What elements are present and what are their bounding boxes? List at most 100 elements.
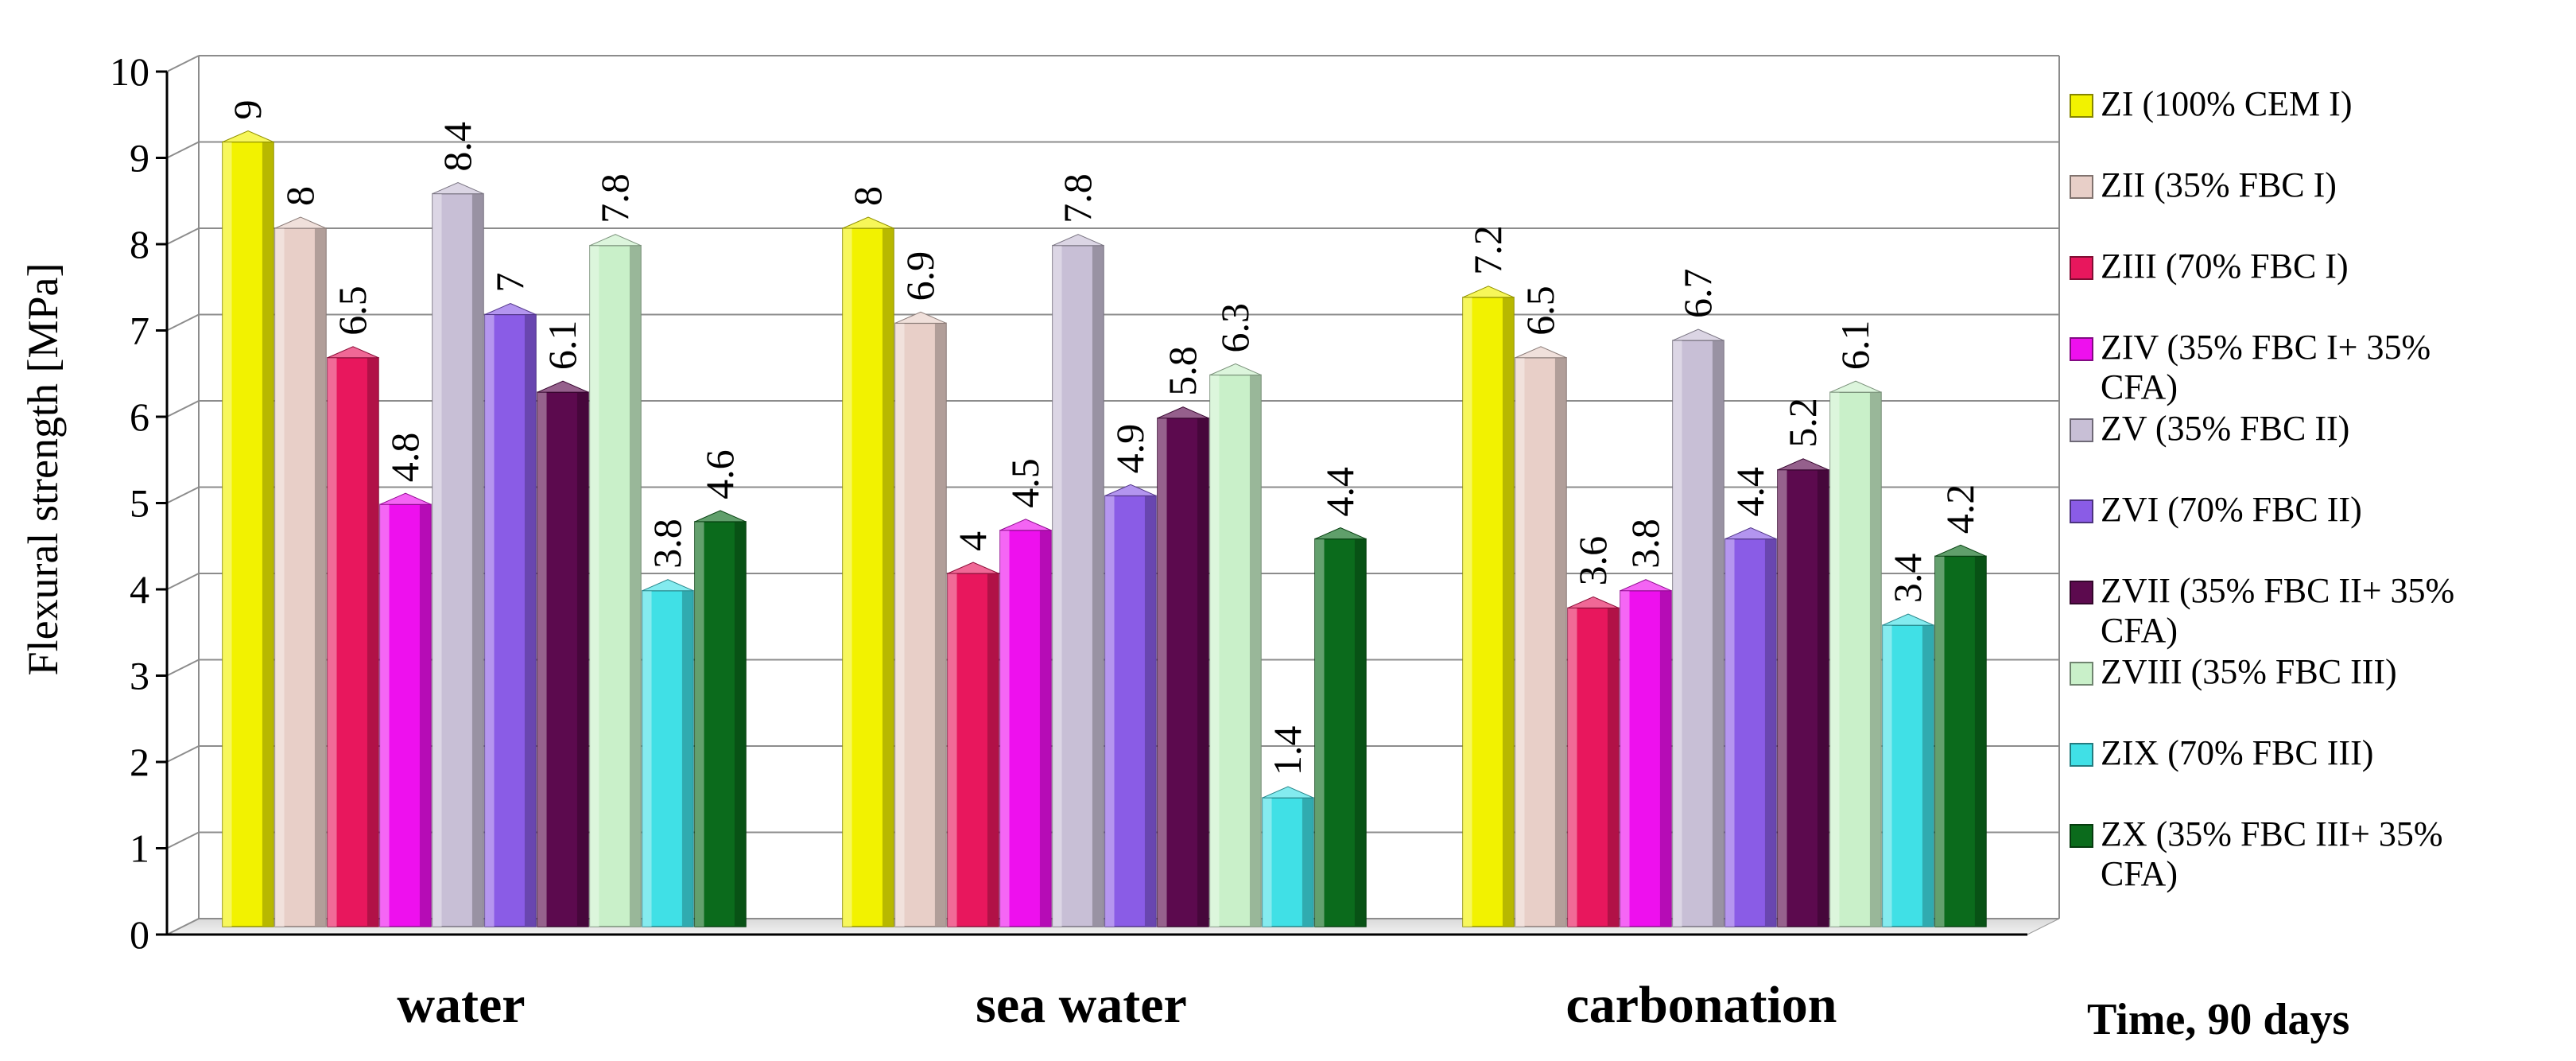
legend-label: ZVII (35% FBC II+ 35% xyxy=(2101,571,2454,610)
bar-cap xyxy=(1462,286,1515,298)
bar xyxy=(1262,786,1314,927)
data-label: 1.4 xyxy=(1265,726,1309,776)
axes: 0 1 2 3 4 5 6 7 8 9 10 xyxy=(110,49,2027,957)
legend-entry: ZIX (70% FBC III) xyxy=(2070,733,2373,772)
x-axis-title: Time, 90 days xyxy=(2087,995,2349,1044)
bar-shadow xyxy=(934,323,946,927)
data-label: 6.1 xyxy=(540,321,584,371)
y-tick-label: 1 xyxy=(130,826,149,871)
bar-cap xyxy=(1104,484,1157,496)
legend-label: ZII (35% FBC I) xyxy=(2101,165,2337,204)
legend-entry: ZIII (70% FBC I) xyxy=(2070,247,2349,286)
legend-swatch xyxy=(2070,662,2093,686)
bar xyxy=(274,216,327,927)
y-tick-label: 7 xyxy=(130,309,149,353)
bar-cap xyxy=(589,234,642,247)
bar-highlight xyxy=(1463,297,1472,927)
bar-shadow xyxy=(1869,392,1881,927)
bar-highlight xyxy=(1210,375,1220,927)
category-labels: water sea water carbonation xyxy=(397,976,1837,1034)
bar-cap xyxy=(1157,406,1209,419)
gridline-depth xyxy=(166,141,200,159)
gridline-depth xyxy=(166,659,200,677)
bar-highlight xyxy=(433,193,442,927)
data-label: 7.2 xyxy=(1465,225,1510,275)
data-label: 8 xyxy=(845,186,890,206)
bar-shadow xyxy=(882,228,894,927)
bar-cap xyxy=(1882,613,1934,626)
bar xyxy=(589,234,642,927)
legend-label: ZI (100% CEM I) xyxy=(2101,84,2353,123)
data-label: 4.5 xyxy=(1003,458,1047,508)
bar-shadow xyxy=(1302,798,1313,927)
bar-shadow xyxy=(681,590,693,927)
data-label: 5.2 xyxy=(1780,398,1825,448)
bar-cap xyxy=(1314,527,1367,540)
data-label: 7 xyxy=(487,273,532,293)
data-label: 6.1 xyxy=(1833,321,1877,371)
bar-cap xyxy=(379,492,432,505)
bar-cap xyxy=(694,510,747,523)
legend-label: ZVIII (35% FBC III) xyxy=(2101,652,2397,691)
gridline-depth xyxy=(166,227,200,245)
bar xyxy=(1777,458,1829,927)
y-tick-label: 8 xyxy=(130,222,149,266)
bar-cap xyxy=(947,562,999,574)
bar xyxy=(947,562,999,927)
data-labels: 986.54.88.476.17.83.84.686.944.57.84.95.… xyxy=(225,100,1982,776)
bar-shadow xyxy=(1659,590,1671,927)
bar-shadow xyxy=(1712,340,1724,927)
legend-entry: ZV (35% FBC II) xyxy=(2070,409,2349,448)
bars xyxy=(222,130,1987,927)
bar-highlight xyxy=(1725,538,1735,927)
bar xyxy=(1829,380,1882,927)
bar-shadow xyxy=(314,228,326,927)
gridline-depth xyxy=(166,573,200,590)
bar-cap xyxy=(274,216,327,229)
bar-shadow xyxy=(1197,418,1208,927)
bar xyxy=(432,182,484,927)
gridline-depth xyxy=(166,313,200,332)
gridline-depth xyxy=(166,831,200,849)
bar-highlight xyxy=(843,228,852,927)
bar-shadow xyxy=(471,193,483,927)
bar-cap xyxy=(537,380,589,393)
y-tick-label: 0 xyxy=(130,912,149,957)
bar-shadow xyxy=(524,314,536,927)
bar-shadow xyxy=(367,357,378,927)
data-label: 4.4 xyxy=(1728,467,1772,517)
legend-label: ZV (35% FBC II) xyxy=(2101,409,2349,448)
legend-entry: ZI (100% CEM I) xyxy=(2070,84,2353,123)
bar-highlight xyxy=(485,314,495,927)
bar-cap xyxy=(1209,363,1262,375)
bar xyxy=(484,302,537,927)
bar-highlight xyxy=(380,504,390,927)
y-axis-title: Flexural strength [MPa] xyxy=(19,263,67,676)
data-label: 6.5 xyxy=(1518,286,1562,336)
data-label: 6.9 xyxy=(898,251,942,301)
bar-highlight xyxy=(1105,496,1115,927)
legend-swatch xyxy=(2070,743,2093,767)
bar-highlight xyxy=(948,573,957,927)
data-label: 6.3 xyxy=(1212,303,1257,353)
legend-label: ZVI (70% FBC II) xyxy=(2101,490,2362,529)
bar-highlight xyxy=(275,228,285,927)
y-tick-label: 6 xyxy=(130,394,149,439)
data-label: 3.4 xyxy=(1885,554,1930,604)
y-tick-label: 10 xyxy=(110,49,149,94)
bar-highlight xyxy=(895,323,905,927)
category-label: water xyxy=(397,976,525,1034)
category-label: sea water xyxy=(976,976,1187,1034)
data-label: 9 xyxy=(225,100,270,120)
bar-highlight xyxy=(537,392,547,927)
data-label: 6.5 xyxy=(330,286,374,336)
bar-cap xyxy=(999,519,1052,531)
bar-cap xyxy=(1052,234,1104,247)
bar xyxy=(642,579,694,927)
bar-highlight xyxy=(1000,530,1010,927)
bar-highlight xyxy=(223,142,232,927)
legend-entry: ZVII (35% FBC II+ 35%CFA) xyxy=(2070,571,2454,650)
bar-highlight xyxy=(1830,392,1840,927)
legend-entry: ZIV (35% FBC I+ 35%CFA) xyxy=(2070,328,2431,406)
